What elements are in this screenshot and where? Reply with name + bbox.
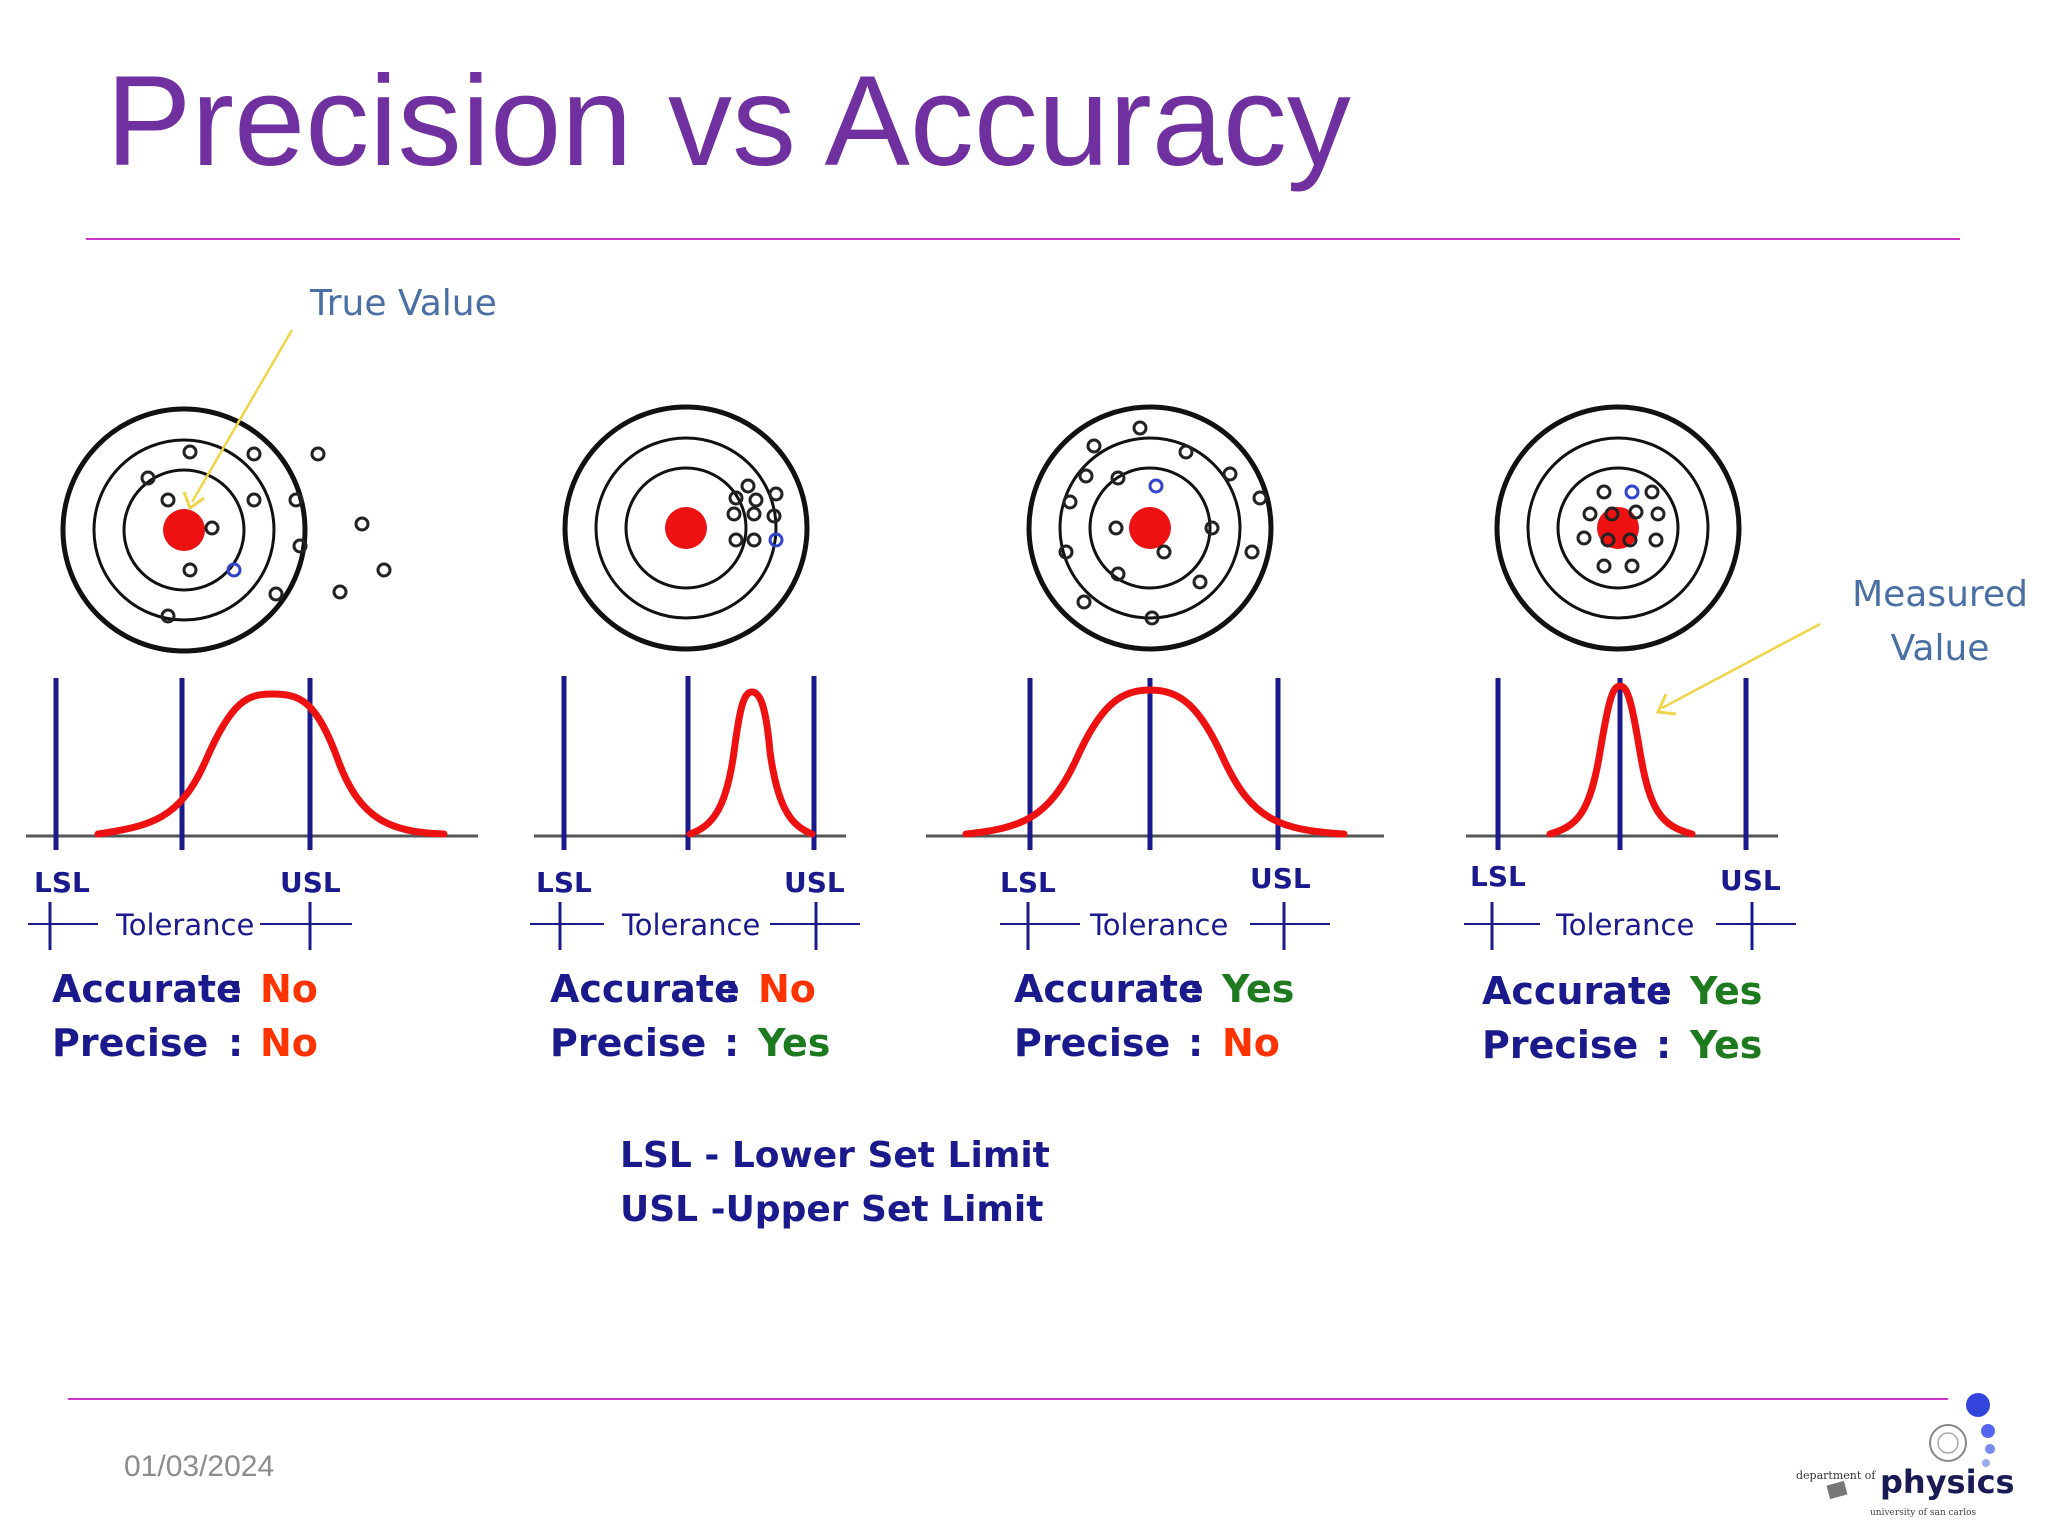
logo-text-department: department of <box>1796 1469 1876 1482</box>
panel-2-precise-colon: : <box>724 1021 740 1065</box>
lsl-label-1: LSL <box>34 866 90 899</box>
panel-4-accurate-value: Yes <box>1690 969 1763 1013</box>
lsl-label-2: LSL <box>536 866 592 899</box>
panel-4-precise-label: Precise <box>1482 1023 1639 1067</box>
panel-1-accurate-colon: : <box>228 967 244 1011</box>
panel-3-accurate-value: Yes <box>1222 967 1295 1011</box>
target-1 <box>60 406 308 654</box>
tolerance-label-4: Tolerance <box>1555 908 1694 942</box>
measured-value-label-line2: Value <box>1891 628 1990 669</box>
tolerance-label-3: Tolerance <box>1089 908 1228 942</box>
shot-marks-3 <box>1058 420 1268 626</box>
target-4 <box>1494 404 1742 652</box>
panel-2-precise-value: Yes <box>758 1021 831 1065</box>
lsl-definition: LSL - Lower Set Limit <box>620 1135 1050 1176</box>
usl-label-4: USL <box>1720 864 1781 897</box>
usl-label-1: USL <box>280 866 341 899</box>
lsl-label-3: LSL <box>1000 866 1056 899</box>
panel-1-precise-colon: : <box>228 1021 244 1065</box>
tolerance-bars <box>28 902 1796 950</box>
target-3 <box>1026 404 1274 652</box>
panel-4-precise-colon: : <box>1656 1023 1672 1067</box>
slide-title: Precision vs Accuracy <box>106 50 1351 193</box>
usl-label-2: USL <box>784 866 845 899</box>
usl-label-3: USL <box>1250 862 1311 895</box>
bottom-divider <box>68 1398 1948 1400</box>
top-divider <box>86 238 1960 240</box>
slide-date: 01/03/2024 <box>124 1450 275 1483</box>
distribution-plot-1 <box>26 678 478 850</box>
panel-3-precise-label: Precise <box>1014 1021 1171 1065</box>
distribution-plot-3 <box>926 678 1384 850</box>
logo-text-university: university of san carlos <box>1870 1508 1977 1518</box>
panel-3-precise-colon: : <box>1188 1021 1204 1065</box>
true-value-arrow <box>182 329 294 511</box>
shot-marks-2 <box>726 478 784 548</box>
true-value-label: True Value <box>309 283 497 324</box>
tolerance-label-1: Tolerance <box>115 908 254 942</box>
panel-3-accurate-label: Accurate <box>1014 967 1204 1011</box>
measured-value-arrow <box>1655 622 1821 716</box>
logo-text-physics: physics <box>1880 1463 2015 1501</box>
panel-2-accurate-colon: : <box>724 967 740 1011</box>
panel-2-accurate-value: No <box>758 967 816 1011</box>
panel-2-precise-label: Precise <box>550 1021 707 1065</box>
target-2 <box>562 404 810 652</box>
panel-1-accurate-value: No <box>260 967 318 1011</box>
department-logo: department of physics university of san … <box>1790 1385 2020 1525</box>
panel-1-precise-value: No <box>260 1021 318 1065</box>
panel-1-precise-label: Precise <box>52 1021 209 1065</box>
panel-4-precise-value: Yes <box>1690 1023 1763 1067</box>
panel-2-accurate-label: Accurate <box>550 967 740 1011</box>
panel-4-accurate-colon: : <box>1656 969 1672 1013</box>
panel-1-accurate-label: Accurate <box>52 967 242 1011</box>
panel-3-accurate-colon: : <box>1188 967 1204 1011</box>
lsl-label-4: LSL <box>1470 860 1526 893</box>
tolerance-label-2: Tolerance <box>621 908 760 942</box>
usl-definition: USL -Upper Set Limit <box>620 1189 1044 1230</box>
measured-value-label-line1: Measured <box>1852 574 2028 615</box>
shot-marks-1 <box>140 444 392 624</box>
shot-marks-4 <box>1576 484 1666 574</box>
panel-4-accurate-label: Accurate <box>1482 969 1672 1013</box>
distribution-plot-2 <box>534 676 846 850</box>
panel-3-precise-value: No <box>1222 1021 1280 1065</box>
distribution-plot-4 <box>1466 678 1778 850</box>
